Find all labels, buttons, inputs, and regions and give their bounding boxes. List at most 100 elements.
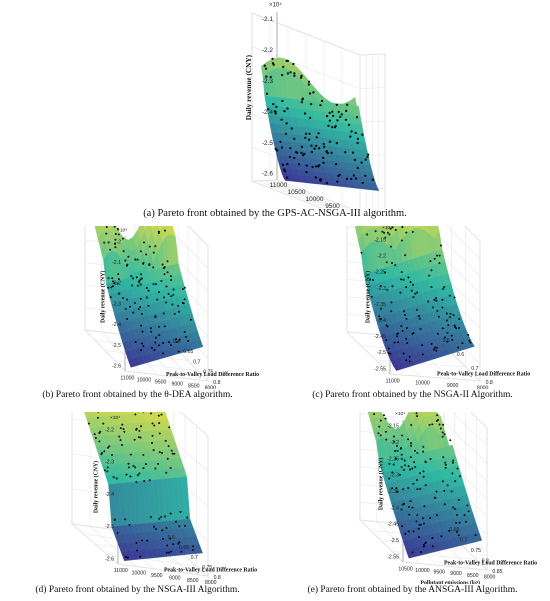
pareto-point [163, 266, 166, 268]
pareto-point [405, 327, 408, 329]
pareto-point [191, 549, 194, 552]
pareto-point [422, 545, 425, 548]
pareto-point [314, 176, 317, 179]
pareto-point [386, 289, 389, 291]
pareto-point [307, 138, 311, 141]
chart-panel-e: 10500 10000 9500 9000 8500 8000 0.65 0.7 0.75 0.8… [275, 412, 550, 601]
pareto-point [385, 261, 388, 264]
z-tick-label: -2.3 [390, 473, 399, 479]
pareto-point [400, 278, 403, 281]
pareto-point [107, 286, 110, 289]
pareto-point [164, 229, 166, 232]
pareto-point [441, 431, 444, 434]
pareto-point [415, 308, 418, 311]
pareto-point [366, 155, 369, 159]
pareto-point [119, 439, 122, 442]
pareto-point [377, 432, 380, 435]
pareto-point [417, 527, 420, 530]
pareto-point [328, 140, 332, 143]
pareto-point [124, 556, 127, 558]
pareto-point [469, 341, 472, 344]
pareto-point [117, 273, 120, 276]
pareto-point [339, 115, 342, 118]
pareto-point [443, 286, 446, 289]
pareto-point [301, 154, 305, 157]
pareto-point [441, 298, 444, 301]
pareto-point [169, 275, 172, 278]
pareto-point [404, 313, 406, 316]
pareto-point [158, 334, 161, 337]
pareto-point [107, 277, 110, 280]
pareto-point [474, 534, 477, 537]
pareto-point [349, 135, 352, 138]
pareto-point [115, 477, 118, 480]
pareto-point [163, 325, 166, 328]
pareto-point [181, 301, 184, 304]
pareto-point [312, 91, 315, 94]
pareto-point [435, 490, 438, 493]
pareto-point [422, 445, 425, 448]
pareto-point [454, 508, 457, 511]
z-exponent-label: ×10⁴ [269, 2, 282, 9]
pareto-point [94, 437, 97, 439]
pareto-point [319, 104, 322, 107]
pareto-point [319, 178, 322, 181]
pareto-point [129, 453, 132, 456]
pareto-point [315, 165, 318, 168]
pareto-point [404, 254, 407, 257]
pareto-point [98, 440, 101, 443]
pareto-point [288, 155, 292, 158]
pareto-point [379, 284, 382, 287]
pareto-point [414, 292, 417, 295]
x-tick-label: 11000 [270, 182, 288, 189]
x-tick-label: 10500 [288, 189, 306, 196]
pareto-point [402, 352, 405, 355]
pareto-point [344, 118, 348, 121]
pareto-point [400, 457, 403, 460]
pareto-point [106, 466, 109, 469]
pareto-point [392, 463, 395, 466]
x-tick-label: 9500 [155, 379, 167, 385]
pareto-point [458, 521, 461, 524]
pareto-point [422, 450, 425, 453]
pareto-point [151, 442, 153, 444]
pareto-point [423, 505, 426, 508]
pareto-point [175, 341, 178, 344]
pareto-point [124, 307, 127, 310]
pareto-point [318, 147, 321, 150]
z-tick-label: -2.6 [112, 364, 121, 370]
z-tick-label: -2.2 [390, 440, 399, 446]
pareto-point [430, 269, 433, 272]
z-tick-label: -2.2 [377, 254, 386, 260]
pareto-point [370, 295, 373, 298]
z-tick-label: -2.2 [262, 47, 274, 54]
pareto-point [446, 331, 449, 334]
pareto-point [336, 119, 339, 122]
pareto-point [150, 330, 153, 333]
pareto-point [128, 466, 130, 469]
pareto-point [165, 285, 168, 288]
pareto-point [380, 307, 382, 310]
pareto-point [415, 412, 418, 415]
pareto-point [114, 246, 117, 249]
pareto-point [345, 177, 349, 181]
z-tick-label: -2.2 [105, 428, 114, 434]
x-tick-label: 9500 [151, 573, 163, 579]
y-tick-label: 0.75 [203, 370, 213, 376]
pareto-point [152, 251, 155, 254]
pareto-point [410, 442, 413, 445]
pareto-point [441, 480, 444, 483]
pareto-point [170, 344, 172, 347]
pareto-point [461, 342, 464, 345]
pareto-point [110, 286, 113, 289]
pareto-point [391, 226, 394, 229]
pareto-point [116, 531, 119, 534]
pareto-point [300, 145, 304, 149]
y-tick-label: 0.65 [183, 349, 193, 355]
pareto-point [420, 551, 422, 554]
pareto-point [136, 549, 138, 552]
pareto-point [384, 417, 387, 420]
pareto-point [352, 174, 355, 177]
pareto-point [148, 245, 151, 248]
pareto-point [307, 83, 310, 86]
